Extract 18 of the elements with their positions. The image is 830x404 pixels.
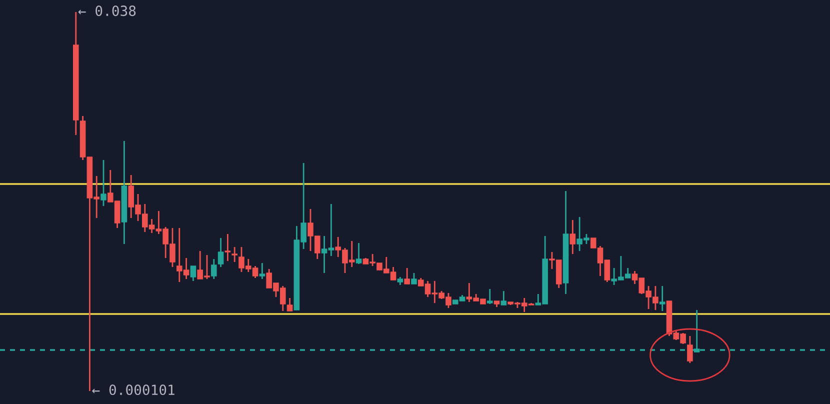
- candlestick: [224, 233, 231, 262]
- candlestick: [411, 272, 417, 285]
- candlestick: [232, 246, 238, 263]
- candlestick: [687, 335, 693, 364]
- candlestick: [404, 267, 410, 285]
- annotation: ← 0.000101: [92, 384, 174, 396]
- candlestick: [659, 285, 666, 312]
- candlestick: [356, 242, 362, 265]
- candlestick: [286, 297, 293, 312]
- annotation: ← 0.038: [78, 6, 136, 16]
- candlestick: [259, 262, 266, 280]
- candlestick: [210, 258, 217, 280]
- candlestick: [486, 288, 493, 305]
- candlestick: [190, 265, 196, 282]
- candlestick: [100, 159, 106, 207]
- candlestick: [570, 219, 576, 255]
- candlestick: [500, 290, 507, 306]
- candlestick: [218, 237, 224, 268]
